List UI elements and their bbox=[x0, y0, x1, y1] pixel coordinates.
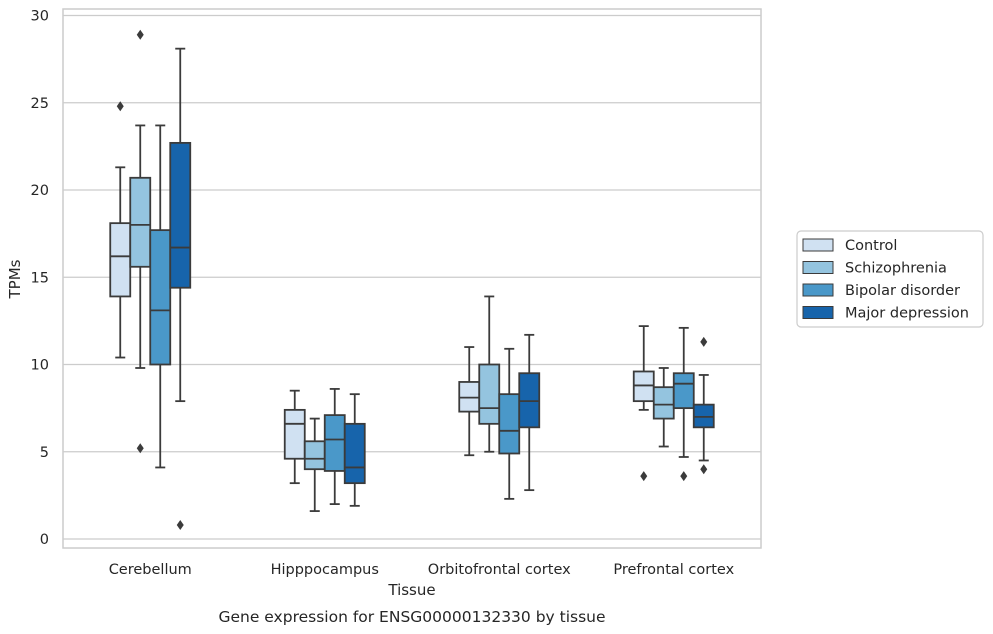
box-iqr bbox=[129, 176, 152, 268]
box-control bbox=[109, 101, 132, 359]
box-iqr bbox=[303, 440, 326, 471]
y-axis-label: TPMs bbox=[6, 259, 24, 299]
legend-entry: Schizophrenia bbox=[845, 261, 947, 277]
legend-swatch bbox=[802, 283, 834, 297]
box-iqr bbox=[283, 408, 306, 460]
box-iqr bbox=[652, 386, 675, 420]
box-iqr bbox=[169, 141, 192, 289]
y-tick-label: 10 bbox=[31, 358, 49, 374]
box-bipolar-disorder bbox=[323, 388, 346, 506]
box-schizophrenia bbox=[129, 29, 152, 454]
box-major-depression bbox=[692, 336, 715, 475]
figure-caption: Gene expression for ENSG00000132330 by t… bbox=[218, 608, 605, 626]
box-groups bbox=[109, 29, 715, 531]
box-bipolar-disorder bbox=[498, 347, 521, 500]
box-schizophrenia bbox=[478, 295, 501, 453]
outlier-point bbox=[640, 471, 648, 482]
outlier-point bbox=[680, 471, 688, 482]
x-tick-label: Orbitofrontal cortex bbox=[428, 562, 571, 578]
box-iqr bbox=[343, 422, 366, 485]
x-axis-label: Tissue bbox=[387, 581, 435, 599]
x-tick-label: Prefrontal cortex bbox=[613, 562, 734, 578]
box-control bbox=[458, 346, 481, 457]
y-tick-label: 25 bbox=[31, 96, 49, 112]
legend-swatch bbox=[802, 306, 834, 319]
box-control bbox=[283, 389, 306, 485]
box-major-depression bbox=[169, 47, 192, 531]
box-schizophrenia bbox=[652, 367, 675, 448]
y-tick-labels: 0 5 10 15 20 25 30 bbox=[31, 9, 49, 549]
outlier-point bbox=[136, 443, 144, 454]
box-iqr bbox=[109, 222, 132, 298]
outlier-point bbox=[176, 520, 184, 531]
box-bipolar-disorder bbox=[149, 124, 172, 469]
x-tick-labels: Cerebellum Hipppocampus Orbitofrontal cort… bbox=[109, 562, 735, 578]
outlier-point bbox=[136, 29, 144, 40]
legend: Control Schizophrenia Bipolar disorder Majo… bbox=[796, 230, 984, 328]
box-iqr bbox=[672, 372, 695, 410]
y-tick-label: 0 bbox=[40, 532, 49, 548]
box-iqr bbox=[149, 229, 172, 366]
box-iqr bbox=[498, 393, 521, 455]
legend-entry: Bipolar disorder bbox=[845, 283, 960, 299]
y-tick-label: 5 bbox=[40, 445, 49, 461]
legend-entry: Control bbox=[845, 238, 897, 254]
box-control bbox=[632, 325, 655, 482]
box-iqr bbox=[478, 363, 501, 425]
legend-swatch bbox=[802, 261, 834, 274]
legend-entry: Major depression bbox=[845, 306, 969, 322]
outlier-point bbox=[700, 336, 708, 347]
x-tick-label: Hipppocampus bbox=[271, 562, 379, 578]
box-bipolar-disorder bbox=[672, 326, 695, 482]
box-major-depression bbox=[518, 333, 541, 492]
outlier-point bbox=[700, 464, 708, 475]
box-major-depression bbox=[343, 393, 366, 507]
x-tick-label: Cerebellum bbox=[109, 562, 192, 578]
y-tick-label: 30 bbox=[31, 9, 49, 25]
y-tick-label: 20 bbox=[31, 183, 49, 199]
box-schizophrenia bbox=[303, 417, 326, 512]
legend-swatch bbox=[802, 238, 834, 252]
plot-frame bbox=[62, 8, 762, 549]
outlier-point bbox=[116, 101, 124, 112]
y-tick-label: 15 bbox=[31, 270, 49, 286]
legend-box bbox=[796, 230, 984, 328]
box-iqr bbox=[323, 414, 346, 472]
